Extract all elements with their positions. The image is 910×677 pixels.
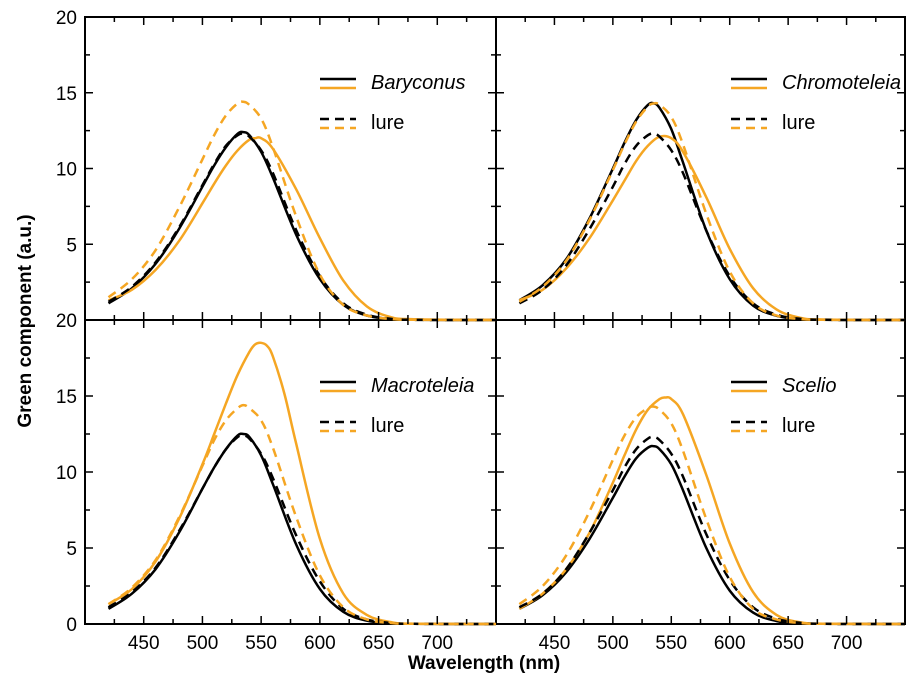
y-axis-title: Green component (a.u.): [15, 214, 36, 427]
y-tick-label: 5: [66, 235, 77, 256]
series-line-scelio-2: [518, 435, 906, 626]
series-line-baryconus-0: [107, 130, 497, 322]
series-line-scelio-1: [518, 395, 906, 626]
legend-lure-label: lure: [371, 112, 404, 134]
series-line-scelio-3: [518, 405, 906, 626]
legend-species-label: Baryconus: [371, 72, 466, 94]
x-tick-label: 600: [304, 633, 336, 654]
legend-chromoteleia: Chromoteleia lure: [731, 72, 901, 134]
y-tick-label: 20: [56, 311, 77, 332]
y-tick-label: 10: [56, 160, 77, 181]
series-line-macroteleia-2: [107, 434, 497, 626]
series-line-macroteleia-1: [107, 341, 497, 626]
x-tick-label: 700: [831, 633, 863, 654]
x-tick-label: 550: [245, 633, 277, 654]
legends-layer: BaryconuslureChromoteleialureMacroteleia…: [320, 72, 901, 437]
legend-macroteleia: Macroteleia lure: [320, 375, 474, 437]
series-line-chromoteleia-2: [518, 132, 906, 322]
y-tick-label: 15: [56, 387, 77, 408]
series-line-chromoteleia-3: [518, 101, 906, 322]
legend-lure-label: lure: [782, 112, 815, 134]
legend-species-label: Scelio: [782, 375, 836, 397]
x-tick-label: 650: [363, 633, 395, 654]
x-tick-label: 450: [128, 633, 160, 654]
y-tick-label: 20: [56, 8, 77, 29]
x-tick-label: 500: [187, 633, 219, 654]
series-line-baryconus-1: [107, 136, 497, 322]
series-line-baryconus-3: [107, 100, 497, 322]
legend-baryconus: Baryconus lure: [320, 72, 466, 134]
curves-layer: [107, 100, 906, 626]
y-tick-label: 5: [66, 539, 77, 560]
legend-lure-label: lure: [782, 415, 815, 437]
series-line-macroteleia-3: [107, 403, 497, 626]
legend-scelio: Scelio lure: [731, 375, 836, 437]
legend-species-label: Macroteleia: [371, 375, 474, 397]
y-tick-label: 15: [56, 84, 77, 105]
x-tick-label: 600: [714, 633, 746, 654]
series-line-baryconus-2: [107, 132, 497, 322]
legend-lure-label: lure: [371, 415, 404, 437]
x-tick-label: 450: [539, 633, 571, 654]
y-tick-label: 10: [56, 463, 77, 484]
x-tick-label: 500: [597, 633, 629, 654]
series-line-chromoteleia-1: [518, 134, 906, 322]
x-tick-label: 700: [421, 633, 453, 654]
series-line-scelio-0: [518, 444, 906, 626]
series-line-macroteleia-0: [107, 432, 497, 626]
x-axis-title: Wavelength (nm): [408, 653, 560, 674]
x-tick-label: 550: [655, 633, 687, 654]
y-tick-label: 0: [66, 615, 77, 636]
legend-species-label: Chromoteleia: [782, 72, 901, 94]
ticks-layer: 5 10 15 20 450 500 550 600 650 700 0 5 10 15 20 450 500 5…: [56, 8, 905, 654]
x-tick-label: 650: [772, 633, 804, 654]
